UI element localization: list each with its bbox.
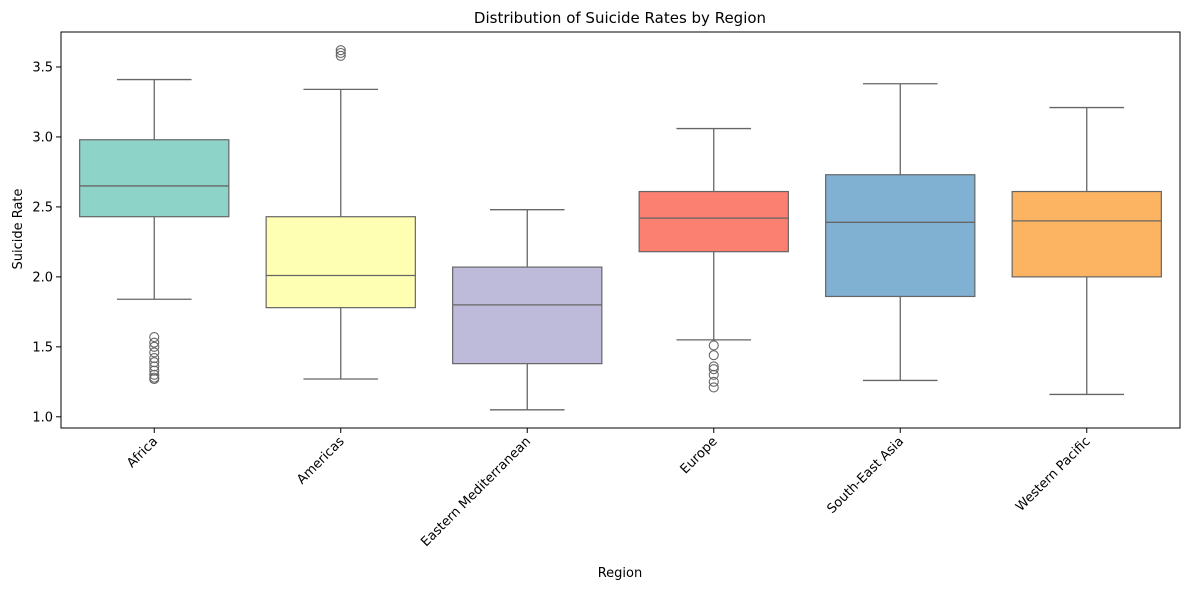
outlier-point [149, 357, 160, 368]
y-axis-label: Suicide Rate [11, 188, 26, 269]
outlier-point [708, 350, 719, 361]
outlier-point [335, 50, 346, 61]
outlier-point [708, 376, 719, 387]
x-tick-label: Eastern Mediterranean [418, 434, 534, 550]
box-iqr [79, 139, 230, 218]
outlier-point [708, 369, 719, 380]
box-iqr [825, 174, 976, 298]
outlier-point [149, 347, 160, 358]
outlier-point [149, 365, 160, 376]
plot-area [79, 45, 1162, 411]
x-tick-label: Americas [294, 434, 347, 487]
outlier-point [335, 47, 346, 59]
outlier-point [708, 382, 719, 393]
chart-title: Distribution of Suicide Rates by Region [474, 9, 766, 27]
y-tick-label: 1.0 [32, 410, 53, 425]
outlier-point [335, 45, 346, 56]
outlier-point [149, 352, 160, 364]
y-tick-label: 2.5 [32, 200, 53, 215]
outlier-point [149, 369, 160, 380]
y-tick-label: 3.5 [32, 60, 53, 75]
outlier-point [149, 341, 160, 352]
outlier-point [708, 361, 719, 372]
y-tick-label: 1.5 [32, 340, 53, 355]
box-group [825, 83, 976, 382]
x-axis-label: Region [598, 566, 643, 581]
plot-frame [60, 31, 1181, 429]
outlier-point [149, 331, 160, 343]
x-tick-label: Africa [124, 434, 161, 471]
y-tick-label: 3.0 [32, 130, 53, 145]
box-iqr [452, 266, 603, 365]
x-tick-label: Europe [678, 434, 721, 477]
outlier-point [708, 364, 719, 375]
box-group [1011, 106, 1162, 396]
outlier-point [708, 340, 719, 351]
box-iqr [638, 190, 789, 253]
outlier-point [149, 361, 160, 372]
box-group [265, 45, 416, 380]
box-group [79, 78, 230, 385]
box-group [452, 209, 603, 411]
box-iqr [265, 216, 416, 309]
box-iqr [1011, 190, 1162, 278]
box-group [638, 127, 789, 393]
x-tick-label: Western Pacific [1013, 434, 1093, 514]
y-tick-label: 2.0 [32, 270, 53, 285]
outlier-point [149, 337, 160, 348]
x-tick-label: South-East Asia [824, 434, 907, 517]
outlier-point [149, 372, 160, 383]
